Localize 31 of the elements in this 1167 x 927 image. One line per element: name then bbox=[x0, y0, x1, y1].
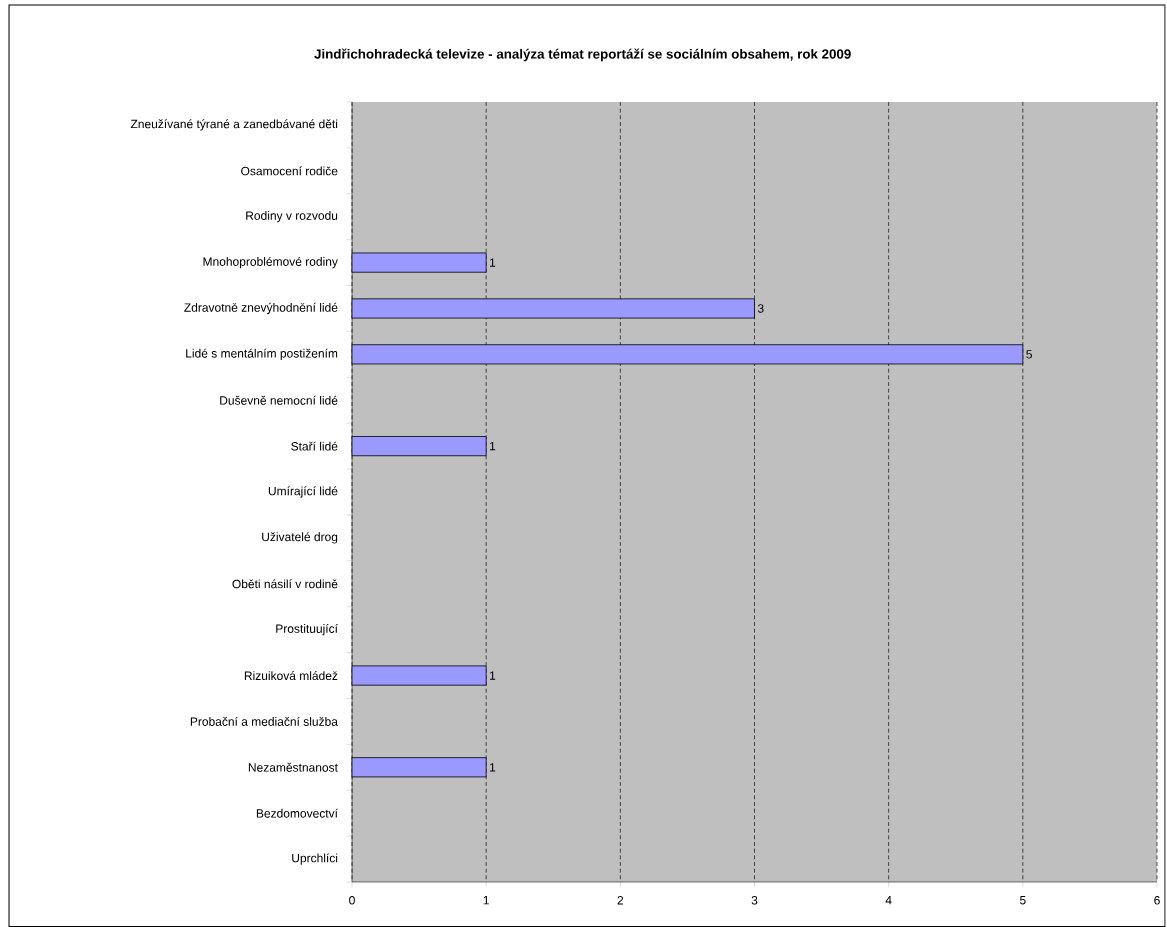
y-tick-label: Rizuiková mládež bbox=[244, 671, 338, 681]
x-tick-label: 6 bbox=[1154, 896, 1160, 905]
x-tick-label: 2 bbox=[617, 896, 624, 905]
x-tick-label: 0 bbox=[349, 896, 355, 905]
y-tick-label: Uprchlíci bbox=[292, 853, 338, 865]
x-tick-label: 4 bbox=[885, 896, 892, 905]
y-tick-label: Rodiny v rozvodu bbox=[246, 211, 338, 223]
y-tick-label: Nezaměstnanost bbox=[248, 762, 338, 772]
y-tick-label: Duševně nemocní lidé bbox=[220, 395, 338, 405]
y-tick-label: Osamocení rodiče bbox=[241, 166, 338, 176]
data-label: 1 bbox=[490, 671, 496, 680]
data-label: 1 bbox=[490, 763, 496, 772]
y-tick-label: Bezdomovectví bbox=[256, 808, 338, 818]
chart-title: Jindřichohradecká televize - analýza témat reportáží se sociálním obsahem, rok 2009 bbox=[314, 48, 851, 62]
y-tick-label: Probační a mediační služba bbox=[190, 716, 338, 726]
y-tick-label: Staří lidé bbox=[291, 441, 338, 451]
data-label: 5 bbox=[1026, 350, 1032, 359]
data-label: 3 bbox=[757, 304, 764, 313]
y-tick-label: Zneužívané týrané a zanedbávané děti bbox=[130, 119, 338, 131]
y-tick-label: Mnohoproblémové rodiny bbox=[203, 256, 338, 269]
x-tick-label: 5 bbox=[1019, 896, 1026, 905]
data-label: 1 bbox=[490, 258, 496, 267]
y-tick-label: Oběti násilí v rodině bbox=[232, 579, 338, 589]
y-tick-label: Zdravotně znevýhodnění lidé bbox=[184, 302, 338, 315]
y-tick-label: Prostituující bbox=[276, 623, 338, 636]
x-tick-label: 3 bbox=[751, 896, 758, 905]
data-label: 1 bbox=[490, 441, 496, 451]
y-tick-label: Lidé s mentálním postižením bbox=[186, 348, 338, 361]
y-tick-label: Uživatelé drog bbox=[262, 532, 338, 544]
x-tick-label: 1 bbox=[483, 896, 489, 905]
y-tick-label: Umírající lidé bbox=[268, 486, 338, 498]
